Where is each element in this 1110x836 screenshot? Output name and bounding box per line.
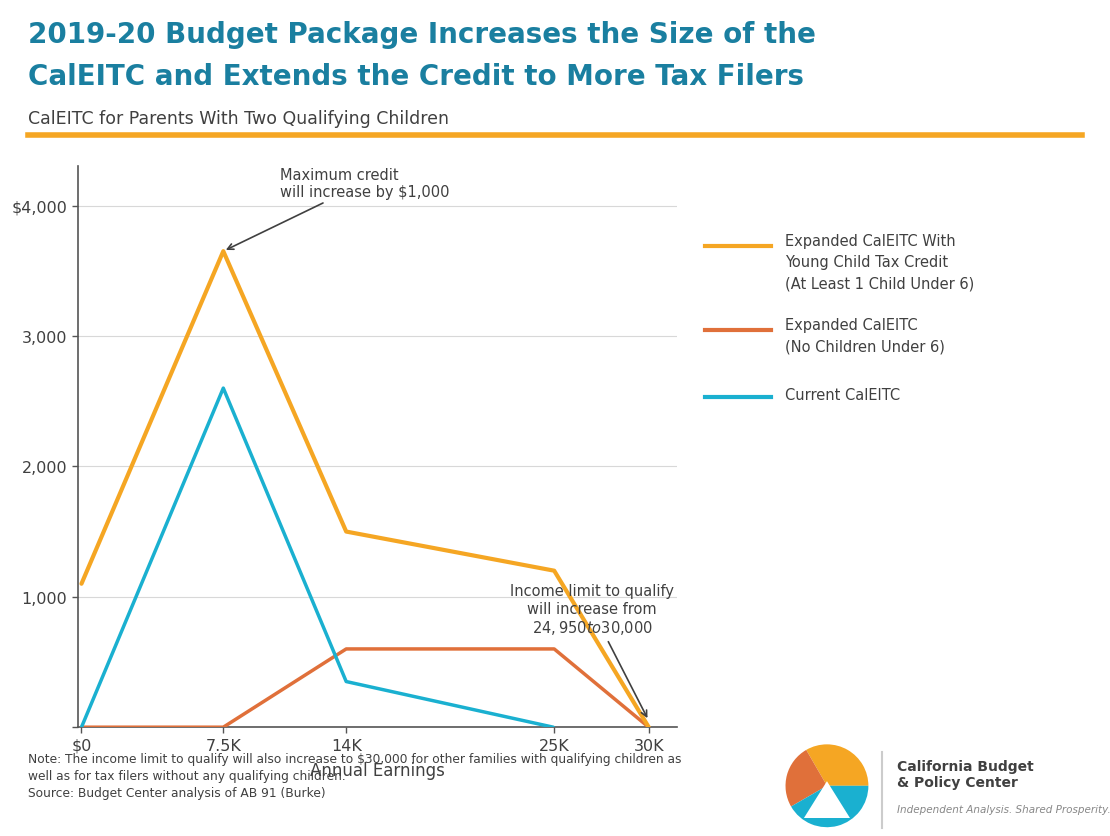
Text: Maximum credit
will increase by $1,000: Maximum credit will increase by $1,000	[228, 167, 450, 250]
Text: Expanded CalEITC With
Young Child Tax Credit
(At Least 1 Child Under 6): Expanded CalEITC With Young Child Tax Cr…	[785, 234, 973, 291]
Text: 2019-20 Budget Package Increases the Size of the: 2019-20 Budget Package Increases the Siz…	[28, 21, 816, 48]
Text: CalEITC for Parents With Two Qualifying Children: CalEITC for Parents With Two Qualifying …	[28, 110, 448, 129]
Polygon shape	[804, 781, 850, 818]
Text: Expanded CalEITC
(No Children Under 6): Expanded CalEITC (No Children Under 6)	[785, 318, 945, 354]
Wedge shape	[791, 786, 868, 827]
Y-axis label: Credit: Credit	[0, 422, 3, 472]
Text: Current CalEITC: Current CalEITC	[785, 387, 900, 402]
Text: Independent Analysis. Shared Prosperity.: Independent Analysis. Shared Prosperity.	[897, 804, 1110, 814]
Text: CalEITC and Extends the Credit to More Tax Filers: CalEITC and Extends the Credit to More T…	[28, 63, 804, 90]
X-axis label: Annual Earnings: Annual Earnings	[310, 761, 445, 779]
Text: Note: The income limit to qualify will also increase to $30,000 for other famili: Note: The income limit to qualify will a…	[28, 752, 682, 799]
Text: Income limit to qualify
will increase from
$24,950 to $30,000: Income limit to qualify will increase fr…	[509, 584, 674, 716]
Wedge shape	[806, 744, 868, 786]
Text: California Budget
& Policy Center: California Budget & Policy Center	[897, 759, 1033, 789]
Wedge shape	[786, 750, 827, 807]
